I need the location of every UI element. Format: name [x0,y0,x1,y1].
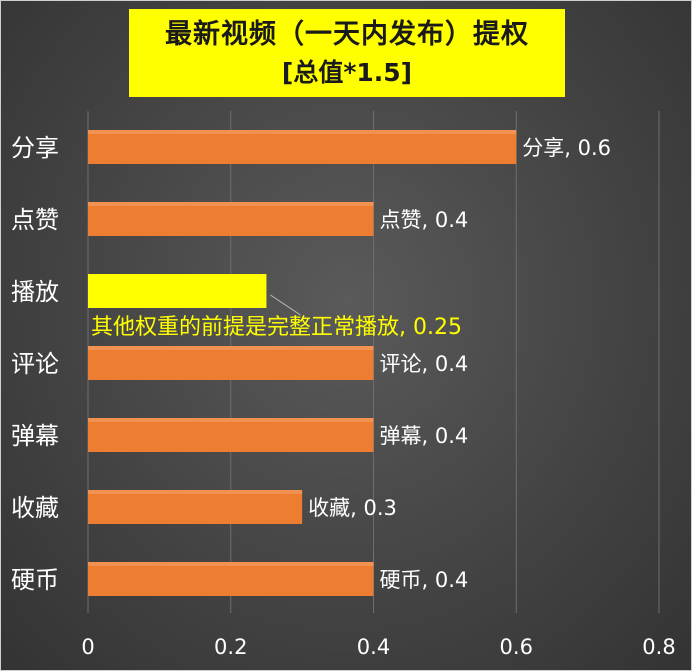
category-label: 播放 [11,278,59,306]
category-label: 硬币 [11,566,59,594]
data-label: 其他权重的前提是完整正常播放, 0.25 [91,315,462,340]
bar-highlight-edge [88,346,374,350]
bar-highlight-edge [88,418,374,422]
bar [88,130,517,164]
bar-highlight-edge [88,562,374,566]
x-tick-label: 0.4 [357,635,390,659]
data-label: 评论, 0.4 [380,352,469,376]
x-tick-label: 0.2 [214,635,247,659]
data-label: 弹幕, 0.4 [380,424,469,448]
category-label: 弹幕 [11,422,59,450]
category-label: 点赞 [11,206,59,234]
x-tick-label: 0 [81,635,94,659]
x-tick-label: 0.6 [500,635,533,659]
data-label: 分享, 0.6 [522,136,611,160]
category-label: 收藏 [11,494,59,522]
category-label: 分享 [11,134,59,162]
bar [88,418,374,452]
bar [88,490,303,524]
data-label: 收藏, 0.3 [308,496,397,520]
chart-subtitle: [总值*1.5] [281,58,413,87]
chart-title-box: 最新视频（一天内发布）提权 [总值*1.5] [129,9,565,97]
data-label: 硬币, 0.4 [380,568,469,592]
leader-line [270,294,301,316]
x-tick-label: 0.8 [642,635,675,659]
bar [88,562,374,596]
bar [88,346,374,380]
bar-highlight-edge [88,130,517,134]
bar-highlight-edge [88,202,374,206]
chart-title: 最新视频（一天内发布）提权 [165,19,529,50]
data-label: 点赞, 0.4 [380,208,469,232]
bar [88,202,374,236]
bar [88,274,267,308]
bar-highlight-edge [88,490,303,494]
category-label: 评论 [11,350,59,378]
